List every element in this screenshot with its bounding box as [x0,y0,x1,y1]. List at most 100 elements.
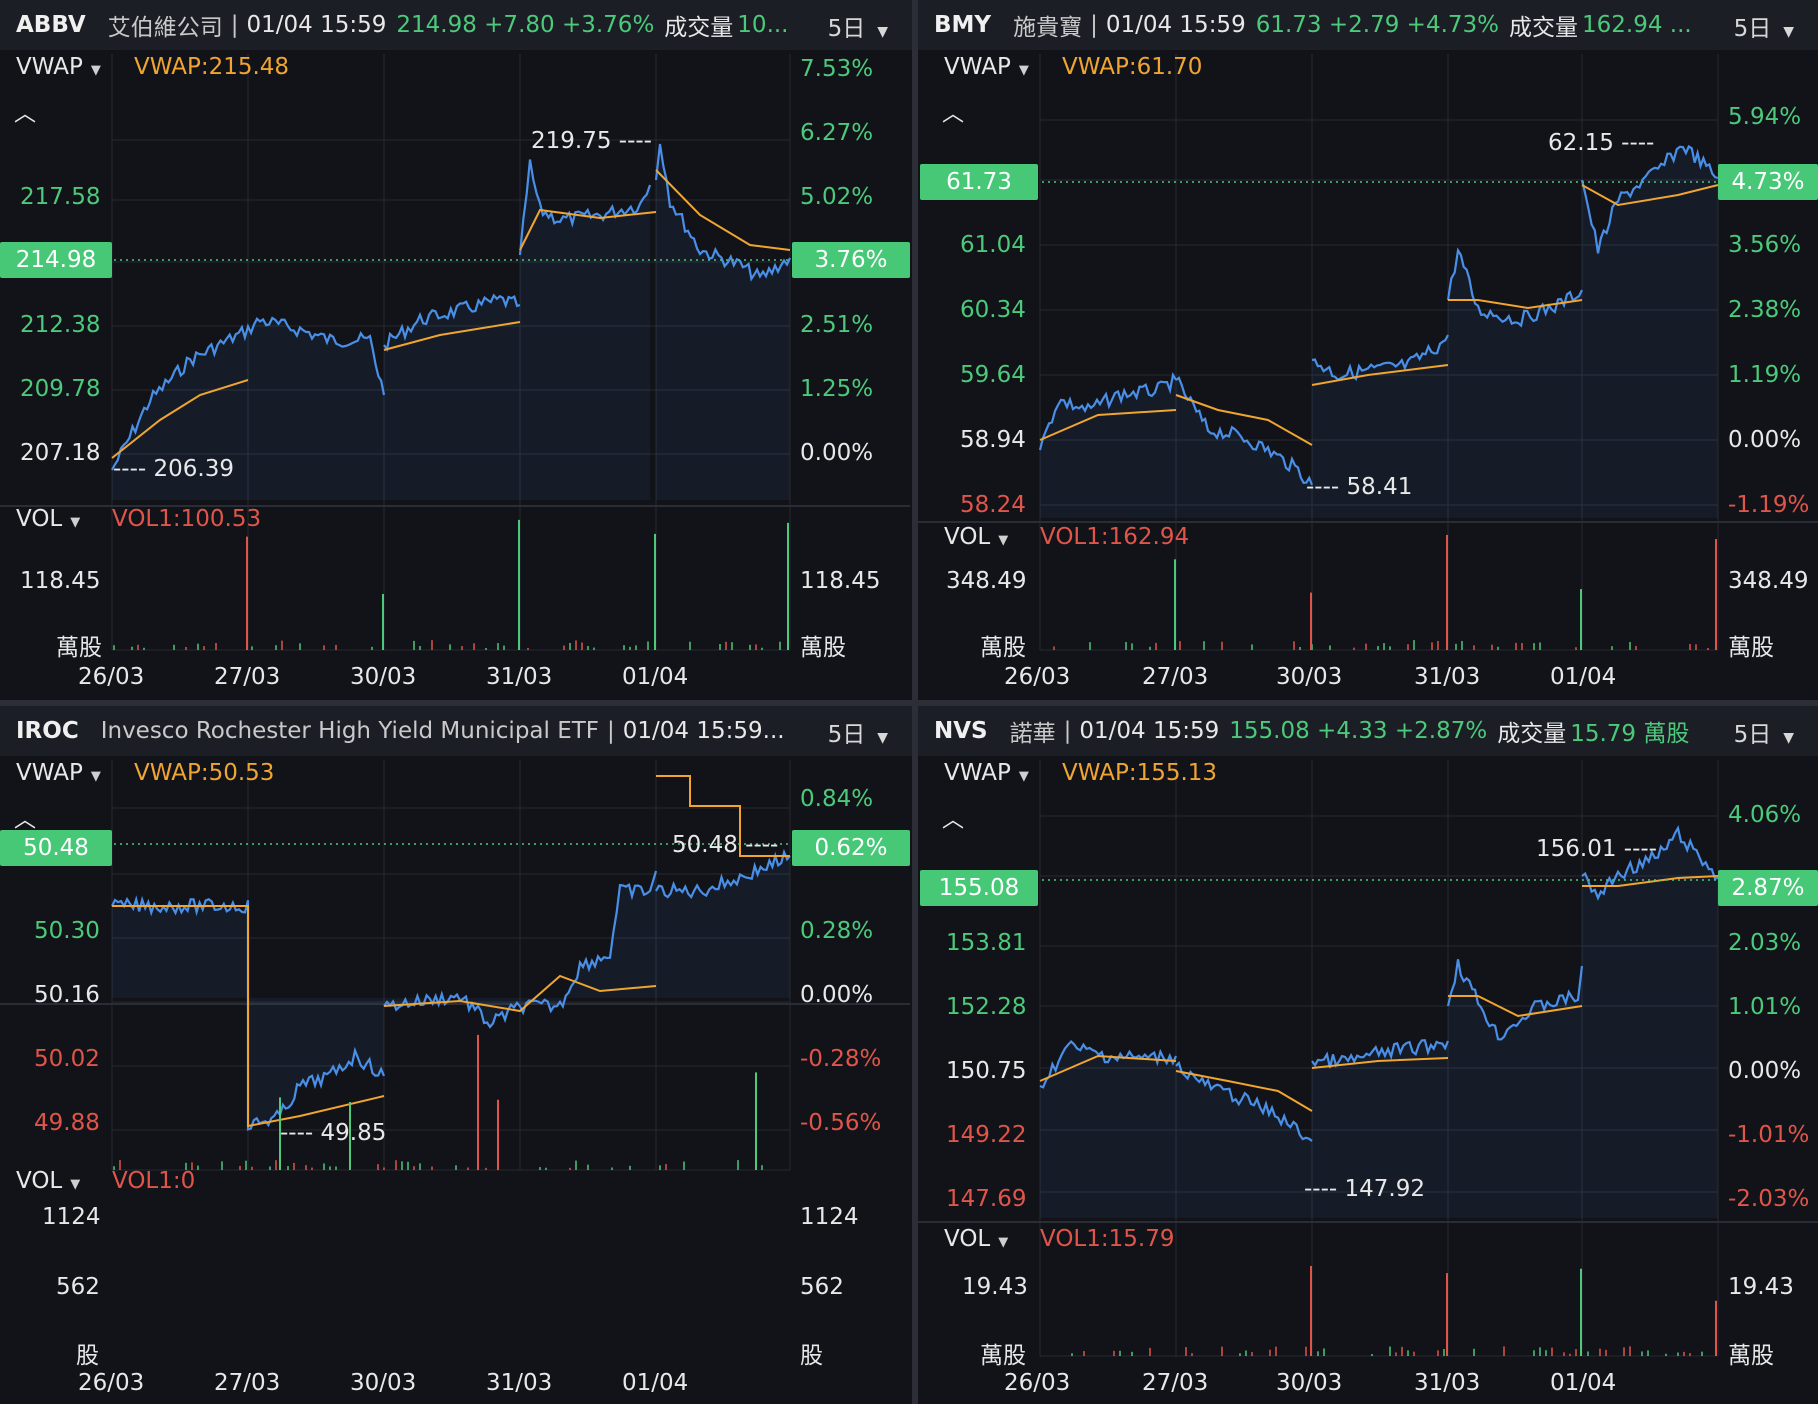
chevron-down-icon: ▼ [998,533,1009,548]
bmy-price-tick: 60.34 [960,297,1026,323]
price-area [1176,1063,1312,1218]
vwap-line [1039,1054,1177,1082]
price-line [1446,959,1584,1041]
bmy-volume-value: 162.94 ... [1582,12,1692,38]
abbv-price-tick: 207.18 [20,440,101,466]
price-area [1040,1041,1176,1218]
abbv-date-tick: 26/03 [78,664,145,690]
nvs-current-price-badge: 155.08 [920,870,1038,906]
chart-panel-bmy[interactable]: BMY 施貴寶 | 01/04 15:59 61.73 +2.79 +4.73%… [918,0,1818,700]
abbv-date-tick: 01/04 [622,664,689,690]
bmy-company-name: 施貴寶 [1013,15,1083,41]
iroc-period-selector[interactable]: 5日 ▼ [821,715,888,749]
collapse-icon[interactable]: ︿ [942,102,965,127]
nvs-date-tick: 27/03 [1142,1370,1209,1396]
price-line [655,848,791,899]
bmy-low-marker: ---- 58.41 [1306,474,1413,500]
price-line [654,143,792,282]
nvs-price-tick: 152.28 [946,994,1027,1020]
bmy-date-tick: 31/03 [1414,664,1481,690]
bmy-current-price-badge: 61.73 [920,164,1038,200]
chevron-down-icon: ▼ [70,515,81,530]
nvs-pct-tick: -2.03% [1728,1186,1810,1212]
price-line [1580,144,1719,254]
price-area [1582,146,1718,518]
collapse-icon[interactable]: ︿ [942,808,965,833]
collapse-icon[interactable]: ︿ [14,808,37,833]
price-area [384,295,520,500]
abbv-pct-tick: 2.51% [800,312,874,338]
panel-divider-horizontal[interactable] [0,700,1818,706]
nvs-vwap-indicator-selector[interactable]: VWAP ▼ [944,760,1029,786]
bmy-vwap-value: VWAP:61.70 [1062,54,1203,80]
iroc-vol-indicator-selector[interactable]: VOL ▼ [16,1168,80,1194]
nvs-symbol[interactable]: NVS [934,718,988,744]
abbv-volume-label: 成交量 [664,15,734,41]
price-line [1038,371,1177,451]
nvs-volume-label: 成交量 [1497,721,1567,747]
iroc-vwap-indicator-selector[interactable]: VWAP ▼ [16,760,101,786]
bmy-date-tick: 26/03 [1004,664,1071,690]
abbv-vwap-indicator-selector[interactable]: VWAP ▼ [16,54,101,80]
abbv-vol-unit-left: 萬股 [56,635,102,661]
chevron-down-icon: ▼ [1018,63,1029,78]
abbv-volume-value: 10... [737,12,789,38]
abbv-current-price-badge: 214.98 [0,242,112,278]
vwap-line [655,169,791,251]
iroc-price-tick: 50.02 [34,1046,100,1072]
bmy-period-selector[interactable]: 5日 ▼ [1727,9,1794,43]
abbv-vol-value: VOL1:100.53 [112,506,262,532]
bmy-vol-unit-left: 萬股 [980,635,1026,661]
abbv-symbol[interactable]: ABBV [16,12,86,38]
nvs-period-selector[interactable]: 5日 ▼ [1727,715,1794,749]
nvs-period-label: 5日 [1733,722,1772,748]
nvs-price-tick: 153.81 [946,930,1027,956]
iroc-date-tick: 27/03 [214,1370,281,1396]
nvs-date-tick: 26/03 [1004,1370,1071,1396]
abbv-vwap-value: VWAP:215.48 [134,54,290,80]
abbv-vol-indicator-selector[interactable]: VOL ▼ [16,506,80,532]
nvs-price-tick: 149.22 [946,1122,1027,1148]
iroc-pct-tick: -0.28% [800,1046,882,1072]
collapse-icon[interactable]: ︿ [14,102,37,127]
nvs-vol-label: VOL [944,1226,991,1252]
bmy-vol-label: VOL [944,524,991,550]
price-area [1448,250,1582,518]
abbv-current-pct-badge: 3.76% [792,242,910,278]
iroc-price-tick: 50.30 [34,918,100,944]
abbv-pct-tick: 0.00% [800,440,874,466]
price-area [1176,377,1312,518]
iroc-vol-tick-left: 562 [56,1274,100,1300]
nvs-price-tick: 147.69 [946,1186,1027,1212]
price-line [1311,1039,1450,1069]
nvs-pct-tick: -1.01% [1728,1122,1810,1148]
price-line [1311,334,1449,382]
bmy-symbol[interactable]: BMY [934,12,992,38]
bmy-quote: 61.73 +2.79 +4.73% [1255,12,1500,38]
bmy-vol-tick-left: 348.49 [946,568,1027,594]
iroc-price-tick: 50.16 [34,982,100,1008]
vwap-line [1311,364,1449,386]
abbv-period-selector[interactable]: 5日 ▼ [821,9,888,43]
iroc-vol-unit-left: 股 [76,1343,99,1369]
bmy-date-tick: 01/04 [1550,664,1617,690]
iroc-fund-name: Invesco Rochester High Yield Municipal E… [100,718,600,744]
nvs-company-name: 諾華 [1009,721,1056,747]
vwap-line [1581,184,1719,207]
price-area [656,852,790,998]
chart-panel-abbv[interactable]: ABBV 艾伯維公司 | 01/04 15:59 214.98 +7.80 +3… [0,0,912,700]
iroc-vwap-label: VWAP [16,760,83,786]
iroc-chart-canvas [0,760,910,1171]
chart-panel-iroc[interactable]: IROC Invesco Rochester High Yield Munici… [0,706,912,1404]
iroc-symbol[interactable]: IROC [16,718,79,744]
nvs-vol-indicator-selector[interactable]: VOL ▼ [944,1226,1008,1252]
bmy-vwap-indicator-selector[interactable]: VWAP ▼ [944,54,1029,80]
bmy-price-tick: 59.64 [960,362,1026,388]
bmy-vol-indicator-selector[interactable]: VOL ▼ [944,524,1008,550]
bmy-price-tick: 58.24 [960,492,1026,518]
chart-panel-nvs[interactable]: NVS 諾華 | 01/04 15:59 155.08 +4.33 +2.87%… [918,706,1818,1404]
nvs-pct-tick: 4.06% [1728,802,1802,828]
nvs-vol-unit-right: 萬股 [1728,1343,1774,1369]
vwap-line [1448,299,1583,310]
abbv-vol-label: VOL [16,506,63,532]
